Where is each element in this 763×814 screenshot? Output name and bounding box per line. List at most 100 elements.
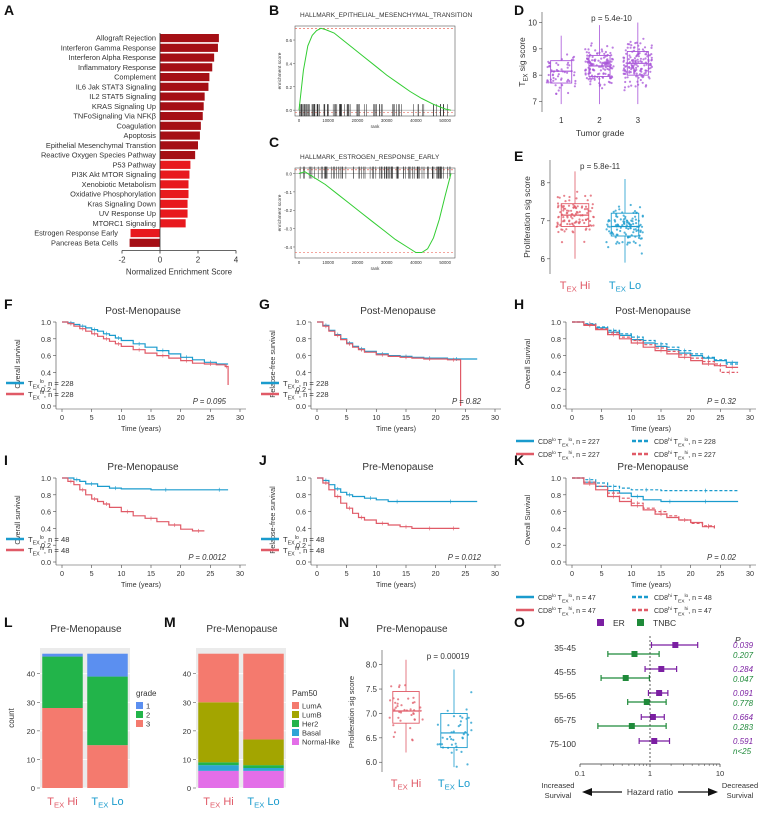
data-point xyxy=(626,243,629,246)
data-point xyxy=(628,241,631,244)
data-point xyxy=(557,230,560,234)
text-span: EX xyxy=(678,612,685,618)
stack-segment xyxy=(198,702,239,763)
text-span: hi xyxy=(568,606,572,612)
category-label: Inflammatory Response xyxy=(78,63,156,72)
data-point xyxy=(622,56,625,59)
data-point xyxy=(628,54,631,57)
data-point xyxy=(628,235,631,239)
data-point xyxy=(639,42,642,45)
text-span: hi xyxy=(668,450,672,456)
data-point xyxy=(638,48,641,51)
data-point xyxy=(394,706,397,709)
text-span: EX xyxy=(445,783,455,792)
survival-curve xyxy=(62,321,229,365)
data-point xyxy=(567,61,570,64)
text-span: T xyxy=(558,452,563,459)
data-point xyxy=(584,194,587,198)
y-tick-label: 7.5 xyxy=(366,685,378,694)
data-point xyxy=(623,72,626,75)
km-title: Pre-Menopause xyxy=(107,462,179,473)
survival-curve xyxy=(62,477,229,491)
data-point xyxy=(575,197,578,200)
enrichment-curve xyxy=(298,171,452,253)
data-point xyxy=(591,59,594,62)
data-point xyxy=(558,196,561,199)
data-point xyxy=(455,745,458,748)
survival-curve xyxy=(317,321,462,406)
bar-interferon-alpha-response xyxy=(160,53,215,62)
p-header: P xyxy=(735,635,741,645)
x-tick-label: 0.1 xyxy=(575,769,585,778)
data-point xyxy=(419,706,422,709)
text-span: , n = 227 xyxy=(572,452,600,459)
x-tick-label: 50000 xyxy=(439,118,451,123)
y-axis-title: Proliferation sig score xyxy=(522,176,532,258)
y-tick-label: 0.8 xyxy=(41,335,51,344)
data-point xyxy=(461,716,464,719)
text-span: EX xyxy=(678,456,685,462)
y-tick-label: 0.2 xyxy=(41,385,51,394)
data-point xyxy=(440,743,444,746)
group-label: TEX Lo xyxy=(609,280,641,294)
text-span: lo xyxy=(295,379,299,385)
text-span: hi xyxy=(668,606,672,612)
data-point xyxy=(467,716,470,719)
legend-label: CD8hi TEXhi, n = 227 xyxy=(654,450,716,462)
data-point xyxy=(585,51,588,54)
text-span: , n = 48 xyxy=(299,546,325,555)
data-point xyxy=(455,748,458,751)
data-point xyxy=(591,206,594,210)
survival-curve xyxy=(317,477,460,529)
text-span: EX xyxy=(562,599,569,605)
p-value: p = 0.00019 xyxy=(427,652,470,661)
er-p-value: 0.591 xyxy=(733,737,753,746)
text-span: lo xyxy=(552,593,556,599)
data-point xyxy=(412,696,415,699)
data-point xyxy=(586,211,589,215)
data-point xyxy=(641,81,644,84)
x-tick-label: 20 xyxy=(687,569,695,578)
data-point xyxy=(644,85,647,88)
data-point xyxy=(630,66,633,69)
data-point xyxy=(640,70,643,73)
legend-label: 3 xyxy=(146,720,150,729)
data-point xyxy=(576,190,579,193)
data-point xyxy=(574,82,577,85)
data-point xyxy=(614,236,617,239)
bar-p53-pathway xyxy=(160,160,191,169)
text-span: T xyxy=(674,452,679,459)
x-axis-title: rank xyxy=(371,124,381,129)
data-point xyxy=(457,725,460,728)
bar-epithelial-mesenchymal-transtion xyxy=(160,141,198,150)
category-label: KRAS Signaling Up xyxy=(92,102,156,111)
x-tick-label: 10000 xyxy=(322,118,334,123)
data-point xyxy=(629,224,632,227)
data-point xyxy=(586,60,589,63)
data-point xyxy=(455,765,458,768)
panel-label-l: L xyxy=(4,614,13,630)
data-point xyxy=(555,62,558,65)
text-span: Lo xyxy=(108,796,123,808)
x-tick-label: 20000 xyxy=(352,118,364,123)
y-tick-label: 1.0 xyxy=(551,474,561,483)
data-point xyxy=(649,67,652,70)
legend-title: Pam50 xyxy=(292,689,318,698)
gsea-title: HALLMARK_ESTROGEN_RESPONSE_EARLY xyxy=(300,154,440,161)
x-tick-label: 0 xyxy=(298,118,301,123)
data-point xyxy=(596,52,599,55)
legend-swatch xyxy=(136,720,143,727)
x-tick-label: 0 xyxy=(570,413,574,422)
y-tick-label: 0.6 xyxy=(41,508,51,517)
data-point xyxy=(605,59,608,62)
data-point xyxy=(615,233,618,236)
box xyxy=(392,691,420,724)
legend-swatch-tnbc xyxy=(637,619,644,626)
hazard-arrow-left xyxy=(582,788,592,796)
p-value: P = 0.02 xyxy=(707,553,737,562)
text-span: , n = 227 xyxy=(688,452,716,459)
legend-label: TEXhi, n = 228 xyxy=(283,390,329,402)
gsea-frame xyxy=(294,25,456,117)
gsea-title: HALLMARK_EPITHELIAL_MESENCHYMAL_TRANSITI… xyxy=(300,12,473,19)
data-point xyxy=(615,242,618,245)
